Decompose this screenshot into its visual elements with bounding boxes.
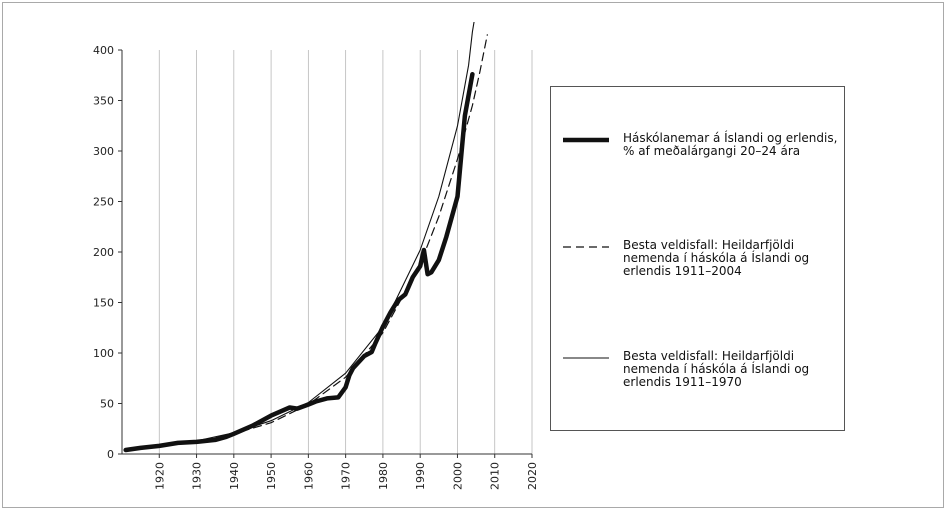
series-line-2 xyxy=(125,22,475,450)
x-tick-label-1930: 1930 xyxy=(191,462,204,490)
y-tick-label-150: 150 xyxy=(93,297,114,310)
series-line-0 xyxy=(123,71,475,453)
y-tick-label-350: 350 xyxy=(93,95,114,108)
y-tick-label-400: 400 xyxy=(93,44,114,57)
series-line-1 xyxy=(125,34,488,450)
x-tick-label-1970: 1970 xyxy=(340,462,353,490)
x-tick-label-1940: 1940 xyxy=(228,462,241,490)
legend-label-fit-2004: Besta veldisfall: Heildarfjöldi nemenda … xyxy=(623,238,810,278)
y-tick-label-200: 200 xyxy=(93,246,114,259)
legend-swatch-dashed-line xyxy=(563,246,609,248)
x-tick-label-2020: 2020 xyxy=(526,462,539,490)
y-tick-label-50: 50 xyxy=(100,398,114,411)
y-tick-label-300: 300 xyxy=(93,145,114,158)
legend-swatch-thin-line xyxy=(563,357,609,359)
y-tick-label-250: 250 xyxy=(93,196,114,209)
x-tick-label-1950: 1950 xyxy=(265,462,278,490)
x-tick-label-1980: 1980 xyxy=(377,462,390,490)
x-tick-label-2000: 2000 xyxy=(451,462,464,490)
x-tick-label-1990: 1990 xyxy=(414,462,427,490)
legend-swatch-thick-line xyxy=(563,137,609,143)
x-tick-label-2010: 2010 xyxy=(489,462,502,490)
legend-label-students: Háskólanemar á Íslandi og erlendis, % af… xyxy=(623,131,838,158)
y-tick-label-100: 100 xyxy=(93,347,114,360)
y-tick-label-0: 0 xyxy=(107,448,114,461)
x-tick-label-1920: 1920 xyxy=(153,462,166,490)
legend: Háskólanemar á Íslandi og erlendis, % af… xyxy=(550,86,845,431)
legend-label-fit-1970: Besta veldisfall: Heildarfjöldi nemenda … xyxy=(623,349,810,389)
x-tick-label-1960: 1960 xyxy=(302,462,315,490)
